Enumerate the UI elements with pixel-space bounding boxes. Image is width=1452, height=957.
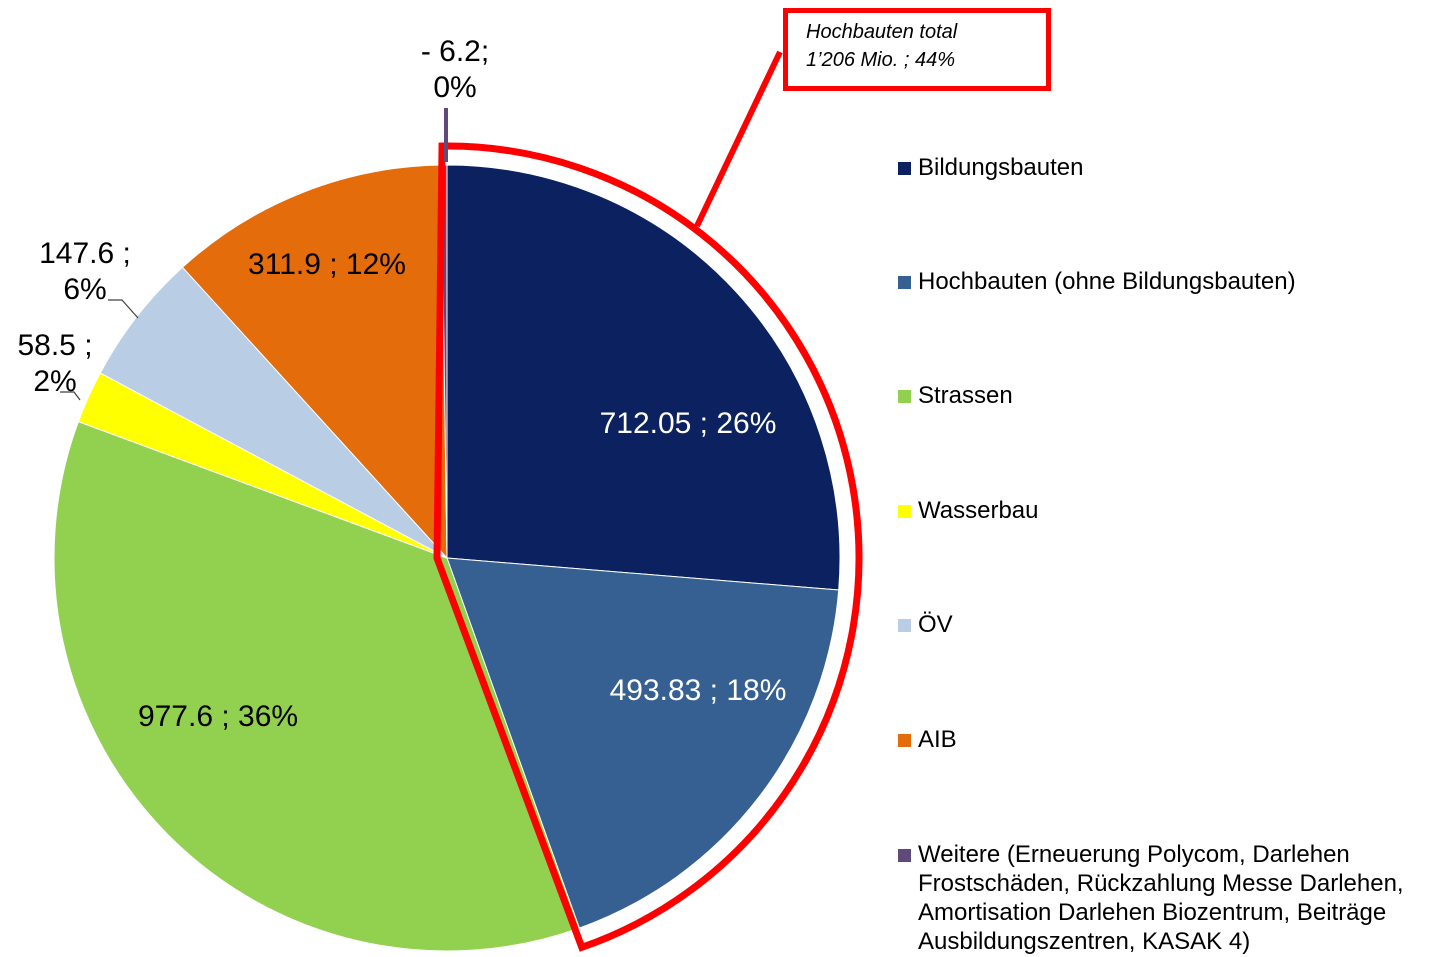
legend-label: Hochbauten (ohne Bildungsbauten) (918, 268, 1296, 295)
legend-item: Bildungsbauten (898, 153, 1452, 182)
legend-label: AIB (918, 726, 957, 753)
data-label: 58.5 ; 2% (17, 329, 93, 398)
legend-swatch (898, 849, 911, 862)
leader-line (60, 391, 81, 401)
data-label: 147.6 ; 6% (39, 237, 131, 306)
pie-slice (446, 557, 840, 929)
annotation-connector (694, 50, 783, 228)
legend-swatch (898, 619, 911, 632)
legend-swatch (898, 162, 911, 175)
legend-swatch (898, 276, 911, 289)
pie-slice (181, 164, 448, 560)
data-label: 493.83 ; 18% (609, 674, 787, 707)
legend-item: AIB (898, 725, 1452, 754)
data-label: 712.05 ; 26% (599, 407, 777, 440)
legend-item: Hochbauten (ohne Bildungsbauten) (898, 267, 1452, 296)
legend-swatch (898, 390, 911, 403)
legend-swatch (898, 734, 911, 747)
data-label: - 6.2; 0% (420, 35, 490, 104)
legend-item: ÖV (898, 610, 1452, 639)
leader-line (108, 299, 139, 319)
legend-item: Weitere (Erneuerung Polycom, Darlehen Fr… (898, 840, 1452, 956)
legend-label: Weitere (Erneuerung Polycom, Darlehen Fr… (918, 841, 1404, 955)
pie-slice (446, 164, 841, 591)
legend-item: Strassen (898, 381, 1452, 410)
data-label: 311.9 ; 12% (248, 248, 406, 281)
highlight-outline (433, 142, 863, 952)
legend-label: Bildungsbauten (918, 154, 1084, 181)
legend-item: Wasserbau (898, 496, 1452, 525)
legend-label: ÖV (918, 611, 953, 638)
annotation: Hochbauten total 1’206 Mio. ; 44% (783, 8, 1051, 91)
legend-label: Wasserbau (918, 497, 1039, 524)
legend-swatch (898, 505, 911, 518)
data-label: 977.6 ; 36% (137, 700, 299, 733)
legend-label: Strassen (918, 382, 1013, 409)
pie-slice (53, 420, 580, 952)
